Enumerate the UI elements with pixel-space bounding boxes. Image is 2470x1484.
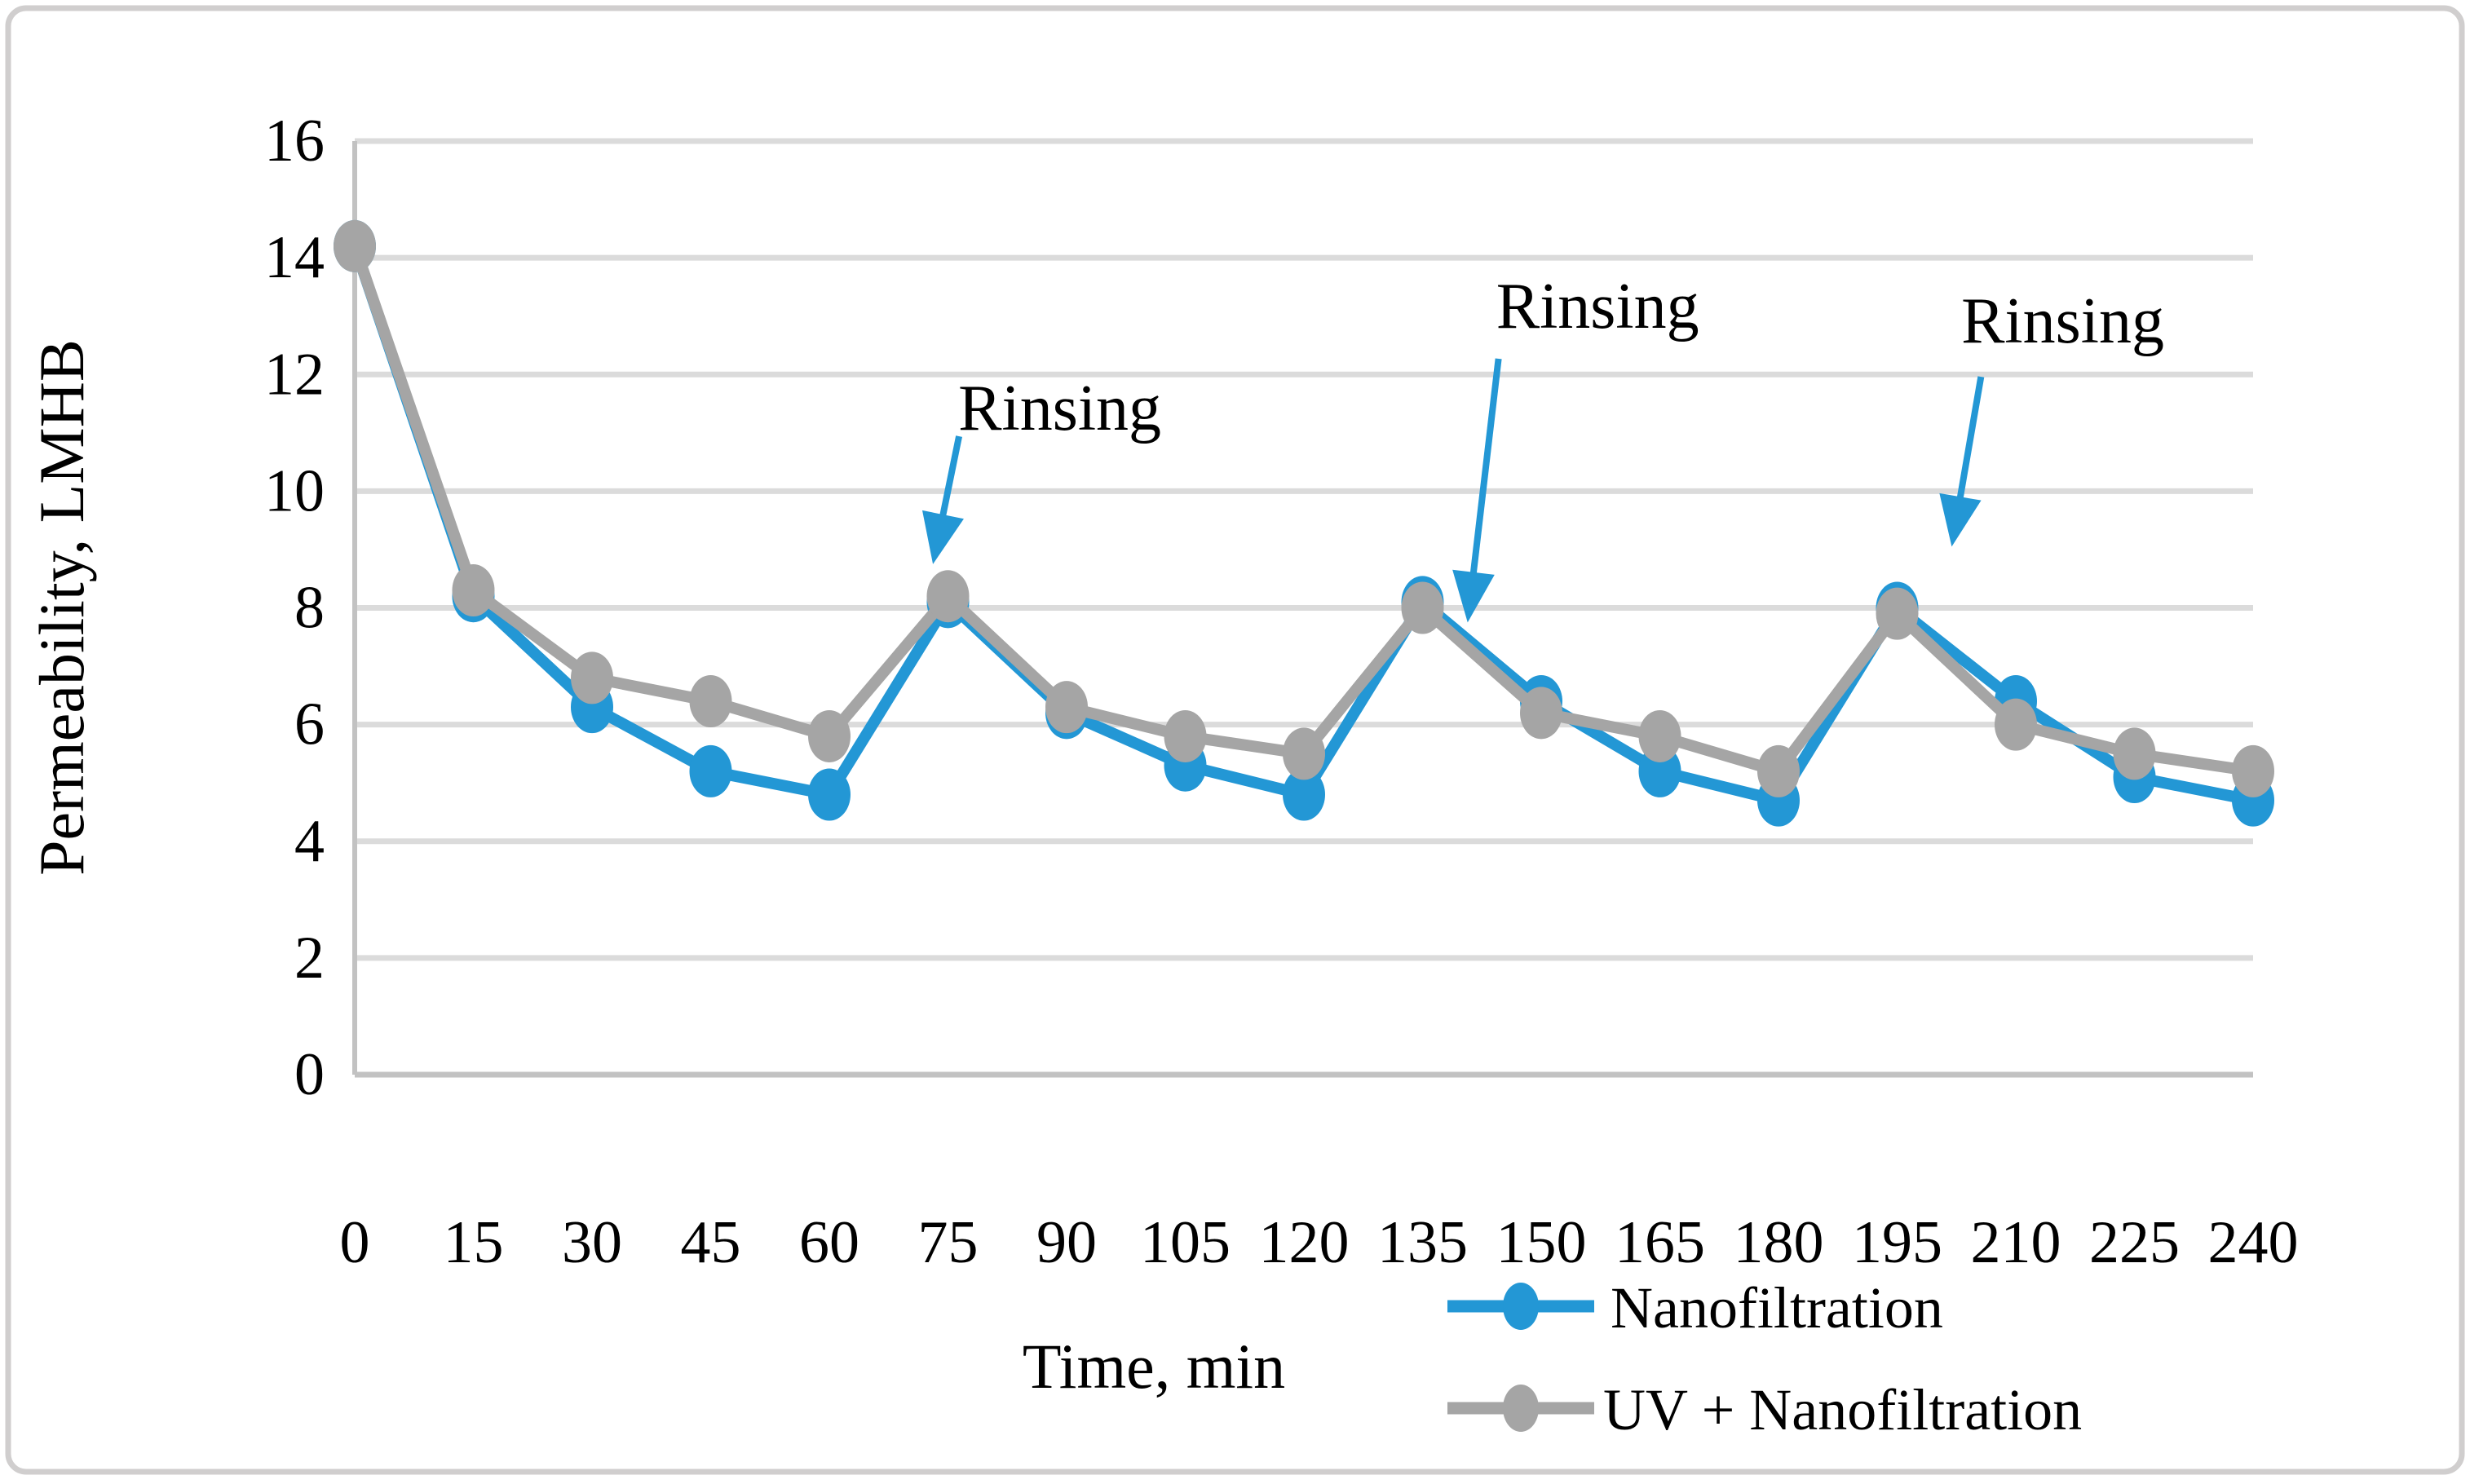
- data-point-marker-uv-nanofiltration: [2113, 727, 2156, 780]
- data-point-marker-uv-nanofiltration: [1876, 587, 1919, 640]
- x-tick-label: 180: [1734, 1209, 1824, 1276]
- annotation-arrow-shaft: [1955, 376, 1985, 504]
- data-series: [334, 219, 2274, 827]
- y-tick-label: 12: [264, 341, 325, 408]
- x-tick-label: 210: [1971, 1209, 2061, 1276]
- x-tick-label: 105: [1140, 1209, 1231, 1276]
- x-tick-label: 195: [1852, 1209, 1942, 1276]
- x-tick-label: 120: [1259, 1209, 1350, 1276]
- annotation-arrow-shaft: [938, 435, 962, 522]
- legend-marker-nanofiltration: [1503, 1283, 1539, 1330]
- x-tick-label: 60: [799, 1209, 859, 1276]
- annotation-label: Rinsing: [1961, 285, 2164, 357]
- y-tick-label: 10: [264, 457, 325, 524]
- data-point-marker-uv-nanofiltration: [808, 709, 851, 762]
- annotation-label: Rinsing: [1496, 271, 1699, 342]
- y-tick-label: 14: [264, 224, 325, 291]
- x-tick-label: 75: [918, 1209, 979, 1276]
- tick-labels: 0 2 4 6 8 10 12 14 16 0 15 30 45 60 75 90 105 120 135 150 16…: [264, 108, 2299, 1276]
- data-point-marker-uv-nanofiltration: [689, 675, 732, 727]
- legend-item-nanofiltration: Nanofiltration: [1447, 1275, 1943, 1340]
- y-tick-label: 8: [294, 575, 325, 642]
- x-tick-label: 0: [340, 1209, 370, 1276]
- data-point-marker-uv-nanofiltration: [1164, 709, 1207, 762]
- series-uv-nanofiltration: [334, 219, 2274, 797]
- data-point-marker-nanofiltration: [689, 744, 732, 797]
- annotations: Rinsing Rinsing Rinsing: [922, 271, 2164, 623]
- y-axis-title: Permeability, LMHB: [26, 339, 97, 876]
- figure-border: [5, 5, 2465, 1475]
- y-tick-label: 0: [294, 1041, 325, 1108]
- data-point-marker-uv-nanofiltration: [1520, 687, 1562, 740]
- y-tick-label: 16: [264, 108, 325, 174]
- data-point-marker-nanofiltration: [808, 768, 851, 821]
- x-tick-label: 45: [681, 1209, 741, 1276]
- annotation-arrowhead: [1452, 569, 1495, 623]
- annotation-label: Rinsing: [958, 373, 1161, 444]
- data-point-marker-uv-nanofiltration: [1757, 744, 1800, 797]
- data-point-marker-uv-nanofiltration: [571, 651, 613, 704]
- legend: Nanofiltration UV + Nanofiltration: [1447, 1275, 2082, 1442]
- x-tick-label: 90: [1036, 1209, 1097, 1276]
- gridlines: [355, 138, 2253, 1078]
- data-point-marker-nanofiltration: [1283, 768, 1325, 821]
- data-point-marker-uv-nanofiltration: [1283, 727, 1325, 780]
- y-tick-label: 6: [294, 691, 325, 758]
- data-point-marker-uv-nanofiltration: [1401, 581, 1444, 634]
- data-point-marker-uv-nanofiltration: [1638, 709, 1681, 762]
- legend-marker-uv-nanofiltration: [1503, 1385, 1539, 1432]
- x-tick-label: 150: [1496, 1209, 1587, 1276]
- y-tick-label: 2: [294, 925, 325, 992]
- data-point-marker-uv-nanofiltration: [926, 570, 970, 623]
- annotation-arrow-shaft: [1469, 358, 1502, 580]
- y-tick-label: 4: [294, 808, 325, 875]
- x-tick-label: 240: [2208, 1209, 2299, 1276]
- data-point-marker-uv-nanofiltration: [1995, 698, 2037, 751]
- annotation-arrowhead: [922, 510, 964, 564]
- data-point-marker-uv-nanofiltration: [452, 564, 495, 617]
- legend-item-uv-nanofiltration: UV + Nanofiltration: [1447, 1377, 2082, 1442]
- legend-label-uv-nanofiltration: UV + Nanofiltration: [1603, 1377, 2082, 1442]
- x-tick-label: 165: [1615, 1209, 1705, 1276]
- legend-label-nanofiltration: Nanofiltration: [1611, 1275, 1943, 1340]
- data-point-marker-uv-nanofiltration: [334, 219, 376, 272]
- x-tick-label: 225: [2089, 1209, 2180, 1276]
- data-point-marker-uv-nanofiltration: [2232, 744, 2274, 797]
- x-axis-title: Time, min: [1023, 1331, 1285, 1402]
- x-tick-label: 30: [562, 1209, 622, 1276]
- x-tick-label: 15: [444, 1209, 504, 1276]
- x-tick-label: 135: [1377, 1209, 1468, 1276]
- annotation-arrowhead: [1939, 492, 1982, 547]
- data-point-marker-uv-nanofiltration: [1045, 681, 1088, 734]
